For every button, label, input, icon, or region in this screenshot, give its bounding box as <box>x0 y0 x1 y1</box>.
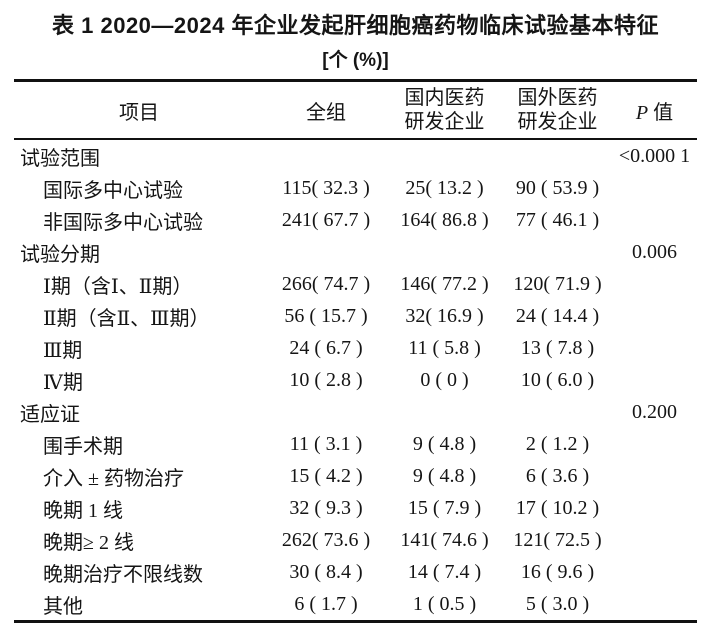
cell-p-value: <0.000 1 <box>618 144 691 167</box>
row-label: 晚期治疗不限线数 <box>43 563 203 586</box>
cell-domestic: 146( 77.2 ) <box>400 272 489 295</box>
cell-foreign: 121( 72.5 ) <box>513 528 602 551</box>
table-caption-title: 表 1 2020—2024 年企业发起肝细胞癌药物临床试验基本特征 <box>52 13 659 38</box>
paper-table-page: 表 1 2020—2024 年企业发起肝细胞癌药物临床试验基本特征 [个 (%)… <box>14 13 697 623</box>
cell-all-group: 11 ( 3.1 ) <box>289 432 363 455</box>
row-label: 非国际多中心试验 <box>43 211 203 234</box>
row-label: 试验范围 <box>20 147 100 170</box>
table-row: 晚期治疗不限线数 30 ( 8.4 ) 14 ( 7.4 ) 16 ( 9.6 … <box>14 556 697 588</box>
row-label: Ⅰ期（含Ⅰ、Ⅱ期） <box>43 275 193 298</box>
cell-domestic: 15 ( 7.9 ) <box>407 496 482 519</box>
table-row: Ⅲ期 24 ( 6.7 ) 11 ( 5.8 ) 13 ( 7.8 ) <box>14 332 697 364</box>
table-header-row: 项目 全组 国内医药 研发企业 国外医药 研发企业 P 值 <box>14 82 697 140</box>
cell-foreign: 10 ( 6.0 ) <box>520 368 595 391</box>
column-header-domestic-line1: 国内医药 <box>404 86 485 109</box>
column-header-all-group: 全组 <box>306 101 346 124</box>
column-header-domestic: 国内医药 研发企业 <box>388 86 501 135</box>
cell-domestic: 25( 13.2 ) <box>405 176 484 199</box>
table-body: 试验范围 <0.000 1 国际多中心试验 115( 32.3 ) 25( 13… <box>14 140 697 620</box>
cell-foreign: 77 ( 46.1 ) <box>515 208 600 231</box>
cell-domestic: 9 ( 4.8 ) <box>412 464 477 487</box>
table-row: 晚期≥ 2 线 262( 73.6 ) 141( 74.6 ) 121( 72.… <box>14 524 697 556</box>
cell-domestic: 9 ( 4.8 ) <box>412 432 477 455</box>
cell-all-group: 241( 67.7 ) <box>281 208 371 231</box>
column-header-foreign-line2: 研发企业 <box>517 111 598 133</box>
p-label: 值 <box>653 101 674 124</box>
cell-domestic: 164( 86.8 ) <box>400 208 489 231</box>
row-label: 适应证 <box>20 403 80 426</box>
row-label: Ⅲ期 <box>43 339 83 362</box>
cell-foreign: 13 ( 7.8 ) <box>520 336 595 359</box>
row-label: 其他 <box>43 595 83 618</box>
cell-all-group: 15 ( 4.2 ) <box>289 464 363 487</box>
column-header-foreign: 国外医药 研发企业 <box>501 86 614 135</box>
table-row-phase-section: 试验分期 0.006 <box>14 236 697 268</box>
cell-all-group: 10 ( 2.8 ) <box>289 368 363 391</box>
cell-all-group: 30 ( 8.4 ) <box>289 560 363 583</box>
cell-foreign: 24 ( 14.4 ) <box>515 304 600 327</box>
cell-all-group: 6 ( 1.7 ) <box>294 592 358 615</box>
table-row-scope-section: 试验范围 <0.000 1 <box>14 140 697 172</box>
cell-all-group: 262( 73.6 ) <box>281 528 371 551</box>
column-header-domestic-line2: 研发企业 <box>404 111 485 133</box>
row-label: 国际多中心试验 <box>43 179 183 202</box>
row-label: 介入 ± 药物治疗 <box>43 467 184 490</box>
row-label: 晚期≥ 2 线 <box>43 531 134 554</box>
table-row: Ⅱ期（含Ⅱ、Ⅲ期） 56 ( 15.7 ) 32( 16.9 ) 24 ( 14… <box>14 300 697 332</box>
cell-foreign: 2 ( 1.2 ) <box>525 432 590 455</box>
row-label: Ⅱ期（含Ⅱ、Ⅲ期） <box>43 307 210 330</box>
table-row: 国际多中心试验 115( 32.3 ) 25( 13.2 ) 90 ( 53.9… <box>14 172 697 204</box>
table-unit-note: [个 (%)] <box>322 50 389 71</box>
cell-domestic: 11 ( 5.8 ) <box>408 336 481 359</box>
column-header-foreign-line1: 国外医药 <box>517 86 598 109</box>
cell-domestic: 1 ( 0.5 ) <box>412 592 477 615</box>
table-row: 晚期 1 线 32 ( 9.3 ) 15 ( 7.9 ) 17 ( 10.2 ) <box>14 492 697 524</box>
table-row: Ⅰ期（含Ⅰ、Ⅱ期） 266( 74.7 ) 146( 77.2 ) 120( 7… <box>14 268 697 300</box>
cell-all-group: 56 ( 15.7 ) <box>284 304 368 327</box>
cell-foreign: 17 ( 10.2 ) <box>515 496 600 519</box>
data-table: 项目 全组 国内医药 研发企业 国外医药 研发企业 P 值 试验范围 <0.00… <box>14 79 697 623</box>
row-label: 试验分期 <box>20 243 100 266</box>
cell-foreign: 90 ( 53.9 ) <box>515 176 600 199</box>
cell-all-group: 266( 74.7 ) <box>281 272 371 295</box>
p-symbol: P <box>635 101 649 124</box>
table-row: 介入 ± 药物治疗 15 ( 4.2 ) 9 ( 4.8 ) 6 ( 3.6 ) <box>14 460 697 492</box>
cell-p-value: 0.200 <box>632 400 677 423</box>
table-row: Ⅳ期 10 ( 2.8 ) 0 ( 0 ) 10 ( 6.0 ) <box>14 364 697 396</box>
cell-domestic: 32( 16.9 ) <box>405 304 484 327</box>
cell-domestic: 14 ( 7.4 ) <box>407 560 482 583</box>
cell-all-group: 24 ( 6.7 ) <box>289 336 363 359</box>
cell-all-group: 32 ( 9.3 ) <box>289 496 363 519</box>
cell-p-value: 0.006 <box>632 240 677 263</box>
table-row: 其他 6 ( 1.7 ) 1 ( 0.5 ) 5 ( 3.0 ) <box>14 588 697 620</box>
row-label: 晚期 1 线 <box>43 499 123 522</box>
column-header-p-value: P 值 <box>614 96 695 125</box>
table-row: 非国际多中心试验 241( 67.7 ) 164( 86.8 ) 77 ( 46… <box>14 204 697 236</box>
cell-foreign: 5 ( 3.0 ) <box>525 592 590 615</box>
cell-all-group: 115( 32.3 ) <box>282 176 370 199</box>
row-label: Ⅳ期 <box>43 371 83 394</box>
cell-foreign: 120( 71.9 ) <box>513 272 602 295</box>
table-row: 围手术期 11 ( 3.1 ) 9 ( 4.8 ) 2 ( 1.2 ) <box>14 428 697 460</box>
row-label: 围手术期 <box>43 435 123 458</box>
cell-domestic: 141( 74.6 ) <box>400 528 489 551</box>
column-header-item: 项目 <box>119 101 159 124</box>
table-row-indication-section: 适应证 0.200 <box>14 396 697 428</box>
cell-domestic: 0 ( 0 ) <box>420 368 469 391</box>
cell-foreign: 16 ( 9.6 ) <box>520 560 595 583</box>
cell-foreign: 6 ( 3.6 ) <box>525 464 590 487</box>
